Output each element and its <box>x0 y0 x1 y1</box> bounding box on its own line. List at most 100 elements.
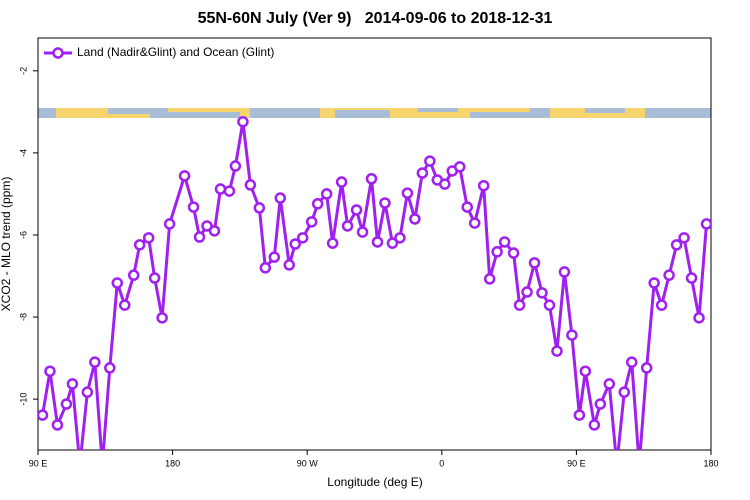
data-point <box>193 231 206 243</box>
data-point <box>133 239 146 251</box>
chart-title: 55N-60N July (Ver 9) 2014-09-06 to 2018-… <box>198 10 553 27</box>
data-point <box>104 362 116 374</box>
data-point <box>513 299 526 311</box>
data-point <box>178 170 191 182</box>
x-axis-label: Longitude (deg E) <box>327 475 422 489</box>
data-point <box>558 266 571 278</box>
data-point <box>274 192 287 204</box>
data-point <box>38 409 49 421</box>
data-point <box>51 419 64 431</box>
map-strip <box>38 108 711 118</box>
data-point <box>386 237 399 249</box>
data-point <box>594 398 607 410</box>
data-point <box>483 273 496 285</box>
data-point <box>498 236 511 248</box>
data-point <box>477 179 490 192</box>
data-point <box>311 198 324 210</box>
data-point <box>305 216 318 228</box>
data-point <box>536 287 548 299</box>
data-point <box>461 201 473 213</box>
y-tick-label: -2 <box>18 67 28 75</box>
data-point <box>253 202 266 214</box>
data-point <box>379 197 391 209</box>
data-point <box>163 218 176 230</box>
y-tick-label: -10 <box>18 393 28 406</box>
data-point <box>394 232 406 244</box>
data-point <box>81 386 94 398</box>
data-point <box>156 312 168 324</box>
data-point <box>625 356 638 368</box>
data-point <box>528 257 541 269</box>
data-point <box>44 365 56 377</box>
data-point <box>700 218 711 230</box>
series-line <box>41 121 709 450</box>
data-point <box>566 329 578 341</box>
data-point <box>693 312 705 324</box>
data-point <box>655 299 668 311</box>
data-point <box>648 277 660 289</box>
data-point <box>491 246 503 258</box>
y-tick-label: -8 <box>18 313 28 321</box>
data-point <box>573 409 586 421</box>
y-tick-label: -4 <box>18 149 28 157</box>
data-point <box>60 398 73 410</box>
data-point <box>223 185 236 197</box>
data-point <box>507 247 520 259</box>
data-point <box>335 176 348 188</box>
data-point <box>127 269 140 281</box>
y-axis-label: XCO2 - MLO trend (ppm) <box>0 177 13 312</box>
data-point <box>588 419 601 431</box>
data-point <box>424 155 436 167</box>
legend-label: Land (Nadir&Glint) and Ocean (Glint) <box>77 45 274 59</box>
x-tick-label: 90 W <box>297 458 319 468</box>
data-point <box>142 232 155 244</box>
data-point <box>618 386 631 398</box>
data-point <box>663 269 675 281</box>
data-point <box>551 345 563 357</box>
data-point <box>453 161 466 173</box>
data-point <box>350 204 363 216</box>
data-point <box>401 187 414 199</box>
data-point <box>201 220 213 232</box>
data-point <box>543 299 556 311</box>
data-point <box>75 460 84 469</box>
data-point <box>521 286 533 298</box>
data-point <box>468 217 481 229</box>
plot-frame <box>37 37 712 451</box>
data-point <box>187 201 200 213</box>
x-tick-label: 90 E <box>567 458 586 468</box>
data-point <box>89 356 101 368</box>
data-point <box>237 115 249 128</box>
data-point <box>268 251 281 263</box>
data-point <box>283 259 296 271</box>
x-tick-label: 180 <box>165 458 180 468</box>
data-point <box>640 362 653 374</box>
data-point <box>208 225 221 237</box>
data-point <box>244 179 257 191</box>
data-point <box>148 272 161 284</box>
data-point <box>296 232 309 244</box>
data-point <box>326 237 339 249</box>
data-point <box>685 272 698 284</box>
data-point <box>66 378 79 390</box>
data-point <box>356 226 369 238</box>
data-point <box>341 220 354 232</box>
data-point <box>289 238 301 250</box>
legend-marker <box>52 47 64 59</box>
data-point <box>229 160 242 172</box>
x-tick-label: 90 E <box>29 458 48 468</box>
data-point <box>579 365 592 377</box>
x-tick-label: 0 <box>439 458 444 468</box>
data-point <box>603 378 616 390</box>
plot-area <box>38 115 711 469</box>
data-point <box>439 178 451 190</box>
data-point <box>98 460 107 469</box>
data-point <box>259 262 272 274</box>
y-tick-label: -6 <box>18 231 28 239</box>
data-point <box>416 167 429 179</box>
x-tick-label: 180 <box>703 458 718 468</box>
data-point <box>612 460 621 469</box>
data-point <box>635 460 644 469</box>
data-point <box>111 277 124 289</box>
